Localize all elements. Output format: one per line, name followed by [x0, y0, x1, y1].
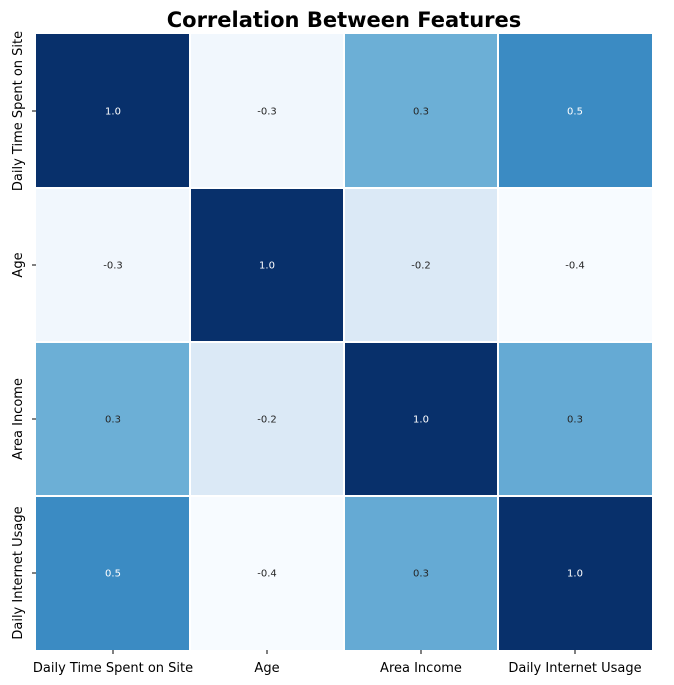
cell-value-labels: 1.0 -0.3 0.3 0.5 -0.3 1.0 -0.2 -0.4 0.3 -0.2 1.0 0.… — [103, 107, 585, 580]
heatmap-cell — [344, 34, 498, 188]
heatmap-cell — [498, 188, 652, 342]
x-axis: Daily Time Spent on Site Age Area Income Da… — [33, 650, 642, 676]
heatmap-cell — [190, 342, 344, 496]
cell-value-label: -0.2 — [257, 415, 277, 426]
y-tick-label: Area Income — [11, 378, 26, 460]
y-axis: Daily Time Spent on Site Age Area Income Da… — [11, 31, 36, 640]
cell-value-label: 0.3 — [413, 107, 429, 118]
heatmap-cell — [498, 496, 652, 650]
x-tick-label: Daily Internet Usage — [508, 661, 641, 676]
cell-value-label: 1.0 — [105, 107, 121, 118]
x-tick-label: Area Income — [380, 661, 462, 676]
cell-value-label: 0.5 — [567, 107, 583, 118]
cell-value-label: -0.3 — [103, 261, 123, 272]
cell-value-label: 0.3 — [413, 569, 429, 580]
cell-value-label: -0.4 — [257, 569, 277, 580]
heatmap-cell — [36, 188, 190, 342]
y-tick-label: Age — [11, 252, 26, 277]
cell-value-label: 1.0 — [567, 569, 583, 580]
cell-value-label: 0.3 — [567, 415, 583, 426]
heatmap-cell — [344, 188, 498, 342]
x-tick-label: Daily Time Spent on Site — [33, 661, 193, 676]
cell-borders — [36, 34, 652, 650]
heatmap-cell — [190, 34, 344, 188]
heatmap-cell — [36, 496, 190, 650]
y-tick-label: Daily Internet Usage — [11, 506, 26, 639]
chart-title: Correlation Between Features — [167, 8, 522, 32]
x-tick-label: Age — [254, 661, 279, 676]
heatmap-cell — [498, 342, 652, 496]
cell-value-label: 0.5 — [105, 569, 121, 580]
heatmap-cell — [344, 496, 498, 650]
cell-value-label: -0.4 — [565, 261, 585, 272]
cell-value-label: 0.3 — [105, 415, 121, 426]
heatmap-cell — [498, 34, 652, 188]
cell-value-label: -0.3 — [257, 107, 277, 118]
cell-value-label: 1.0 — [413, 415, 429, 426]
heatmap-cell — [36, 34, 190, 188]
heatmap-cell — [344, 342, 498, 496]
heatmap-cell — [36, 342, 190, 496]
heatmap-cell — [190, 188, 344, 342]
cell-value-label: -0.2 — [411, 261, 431, 272]
heatmap-cells — [36, 34, 652, 650]
y-tick-label: Daily Time Spent on Site — [11, 31, 26, 191]
cell-value-label: 1.0 — [259, 261, 275, 272]
heatmap-cell — [190, 496, 344, 650]
